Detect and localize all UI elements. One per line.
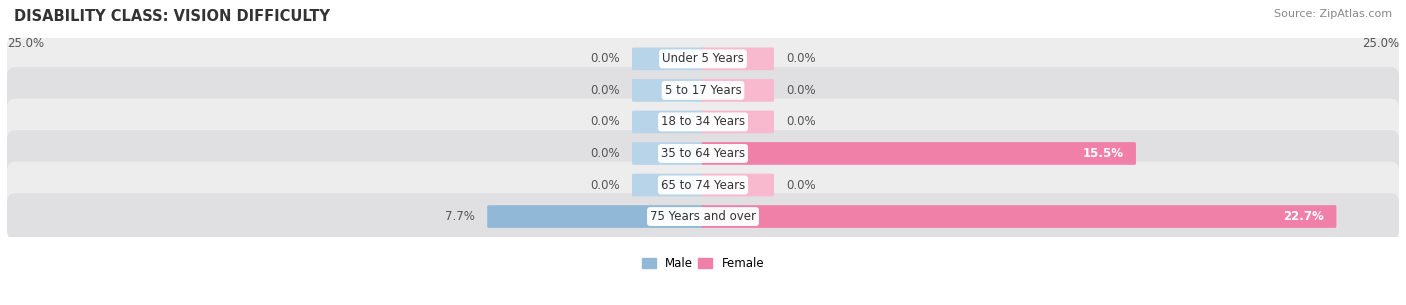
Text: 75 Years and over: 75 Years and over [650,210,756,223]
Text: 65 to 74 Years: 65 to 74 Years [661,178,745,192]
FancyBboxPatch shape [633,111,704,133]
Text: 25.0%: 25.0% [7,37,44,50]
Text: Source: ZipAtlas.com: Source: ZipAtlas.com [1274,9,1392,19]
Text: 0.0%: 0.0% [786,115,815,128]
FancyBboxPatch shape [702,79,773,102]
Text: 0.0%: 0.0% [591,115,620,128]
Text: 0.0%: 0.0% [591,147,620,160]
FancyBboxPatch shape [702,111,773,133]
Text: 0.0%: 0.0% [786,178,815,192]
Text: 18 to 34 Years: 18 to 34 Years [661,115,745,128]
Text: 7.7%: 7.7% [444,210,475,223]
FancyBboxPatch shape [7,193,1399,240]
Text: 25.0%: 25.0% [1362,37,1399,50]
FancyBboxPatch shape [633,142,704,165]
FancyBboxPatch shape [633,48,704,70]
FancyBboxPatch shape [7,130,1399,177]
FancyBboxPatch shape [7,99,1399,145]
Text: 0.0%: 0.0% [786,84,815,97]
FancyBboxPatch shape [633,79,704,102]
Text: Under 5 Years: Under 5 Years [662,52,744,65]
FancyBboxPatch shape [702,205,1337,228]
Text: 0.0%: 0.0% [591,178,620,192]
FancyBboxPatch shape [7,162,1399,208]
Text: 15.5%: 15.5% [1083,147,1123,160]
FancyBboxPatch shape [7,67,1399,114]
Text: 0.0%: 0.0% [591,84,620,97]
FancyBboxPatch shape [488,205,704,228]
Legend: Male, Female: Male, Female [637,253,769,275]
FancyBboxPatch shape [7,35,1399,82]
FancyBboxPatch shape [702,142,1136,165]
Text: 0.0%: 0.0% [591,52,620,65]
FancyBboxPatch shape [702,174,773,196]
Text: 22.7%: 22.7% [1284,210,1324,223]
Text: 0.0%: 0.0% [786,52,815,65]
Text: 35 to 64 Years: 35 to 64 Years [661,147,745,160]
Text: DISABILITY CLASS: VISION DIFFICULTY: DISABILITY CLASS: VISION DIFFICULTY [14,9,330,24]
FancyBboxPatch shape [633,174,704,196]
FancyBboxPatch shape [702,48,773,70]
Text: 5 to 17 Years: 5 to 17 Years [665,84,741,97]
